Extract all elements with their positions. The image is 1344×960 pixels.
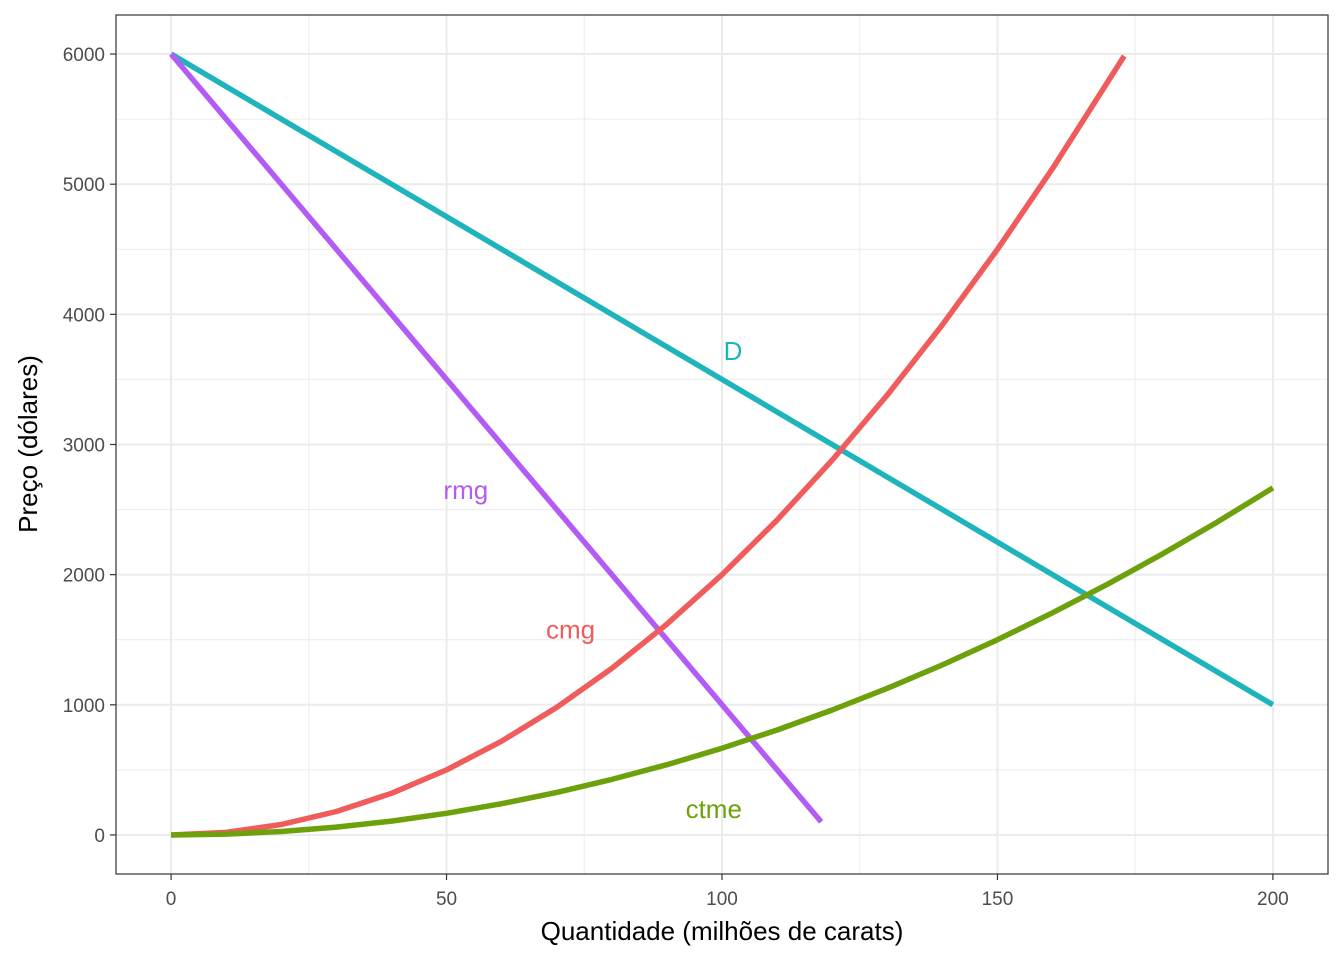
y-tick-label: 5000	[63, 175, 105, 196]
series-line-rmg	[169, 52, 824, 824]
x-tick-label: 50	[436, 889, 457, 910]
x-tick-label: 150	[982, 889, 1014, 910]
y-tick-label: 4000	[63, 305, 105, 326]
series-lines	[169, 51, 1275, 838]
x-tick-label: 0	[166, 889, 177, 910]
series-label-ctme: ctme	[686, 794, 742, 824]
y-tick-label: 0	[94, 826, 105, 847]
series-label-cmg: cmg	[546, 614, 595, 644]
x-axis: 0 50 100 150 200	[166, 874, 1289, 910]
x-tick-label: 200	[1257, 889, 1289, 910]
series-label-D: D	[724, 336, 743, 366]
series-label-rmg: rmg	[443, 475, 488, 505]
y-axis: 0 1000 2000 3000 4000 5000 6000	[63, 45, 116, 847]
x-axis-title: Quantidade (milhões de carats)	[541, 916, 904, 946]
x-tick-label: 100	[706, 889, 738, 910]
y-tick-label: 1000	[63, 696, 105, 717]
y-tick-label: 3000	[63, 436, 105, 457]
y-tick-label: 6000	[63, 45, 105, 66]
grid-major	[116, 15, 1328, 874]
series-line-ctme	[171, 485, 1275, 838]
y-axis-title: Preço (dólares)	[13, 355, 43, 533]
y-tick-label: 2000	[63, 566, 105, 587]
series-line-cmg	[170, 54, 1127, 838]
